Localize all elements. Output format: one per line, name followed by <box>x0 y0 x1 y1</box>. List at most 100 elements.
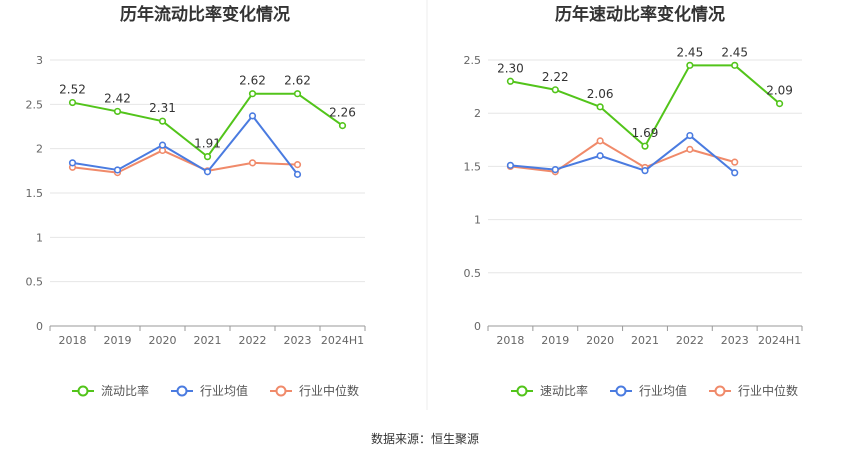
legend-swatch-marker <box>615 385 627 397</box>
legend-swatch-marker <box>516 385 528 397</box>
data-point-current <box>775 100 784 108</box>
data-label: 2.06 <box>587 87 614 101</box>
y-tick-label: 3 <box>36 54 43 67</box>
data-point-median <box>248 159 257 167</box>
data-label: 1.69 <box>632 126 659 140</box>
current-ratio-chart: 历年流动比率变化情况 0 0.5 1 1.5 2 2.5 3 2018 2019 2020 2021 2… <box>26 4 366 398</box>
x-tick-label: 2023 <box>721 334 749 347</box>
x-tick-label: 2021 <box>194 334 222 347</box>
legend-label: 速动比率 <box>540 383 588 398</box>
data-point-current <box>686 61 694 69</box>
y-tick-label: 2 <box>36 143 43 156</box>
data-label: 2.26 <box>329 106 356 120</box>
legend-item-avg: 行业均值 <box>610 383 687 398</box>
legend-item-avg: 行业均值 <box>171 383 248 398</box>
x-tick-label: 2019 <box>104 334 132 347</box>
legend-swatch-marker <box>176 385 188 397</box>
series-line-avg <box>510 134 736 174</box>
data-point-current <box>293 90 302 98</box>
legend-label: 行业中位数 <box>299 383 359 398</box>
data-label: 2.31 <box>149 101 176 115</box>
data-label: 2.42 <box>104 91 131 105</box>
data-label: 2.62 <box>239 74 266 88</box>
x-tick-label: 2020 <box>149 334 177 347</box>
data-source: 数据来源：恒生聚源 <box>371 431 479 446</box>
data-point-avg <box>551 165 559 174</box>
y-tick-label: 2.5 <box>464 54 482 67</box>
legend-item-median: 行业中位数 <box>709 383 798 398</box>
data-point-current <box>113 107 122 116</box>
x-tick-label: 2018 <box>496 334 524 347</box>
x-tick-label: 2023 <box>284 334 312 347</box>
x-tick-label: 2024H1 <box>321 334 364 347</box>
chart-title: 历年速动比率变化情况 <box>555 4 725 25</box>
chart-title: 历年流动比率变化情况 <box>120 4 290 25</box>
data-point-avg <box>113 166 122 174</box>
data-point-avg <box>686 131 694 140</box>
legend-label: 行业中位数 <box>738 383 798 398</box>
y-tick-label: 0 <box>36 320 43 333</box>
data-label: 2.22 <box>542 70 569 84</box>
data-point-avg <box>596 152 604 160</box>
y-tick-label: 1.5 <box>464 160 482 173</box>
legend-item-median: 行业中位数 <box>270 383 359 398</box>
series-line-median <box>510 139 735 173</box>
data-label: 2.30 <box>497 61 524 75</box>
data-point-current <box>248 90 257 98</box>
x-tick-label: 2022 <box>676 334 704 347</box>
data-point-current <box>506 77 515 85</box>
quick-ratio-chart: 历年速动比率变化情况 0 0.5 1 1.5 2 2.5 2018 2019 2020 2021 20… <box>464 4 803 398</box>
legend-swatch-marker <box>714 385 726 397</box>
y-tick-label: 1 <box>36 231 43 244</box>
data-point-current <box>158 117 167 125</box>
legend-item-current: 速动比率 <box>511 383 588 398</box>
legend-label: 行业均值 <box>639 383 687 398</box>
y-tick-label: 0.5 <box>464 267 482 280</box>
x-tick-label: 2024H1 <box>758 334 801 347</box>
data-label: 2.09 <box>766 84 793 98</box>
x-tick-label: 2020 <box>586 334 614 347</box>
data-point-median <box>293 161 302 169</box>
y-tick-label: 2 <box>474 107 481 120</box>
data-point-avg <box>68 159 77 167</box>
data-label: 2.62 <box>284 74 311 88</box>
y-tick-label: 1.5 <box>26 187 44 200</box>
legend-label: 行业均值 <box>200 383 248 398</box>
legend-label: 流动比率 <box>101 383 149 398</box>
data-point-current <box>596 103 604 111</box>
y-tick-label: 0.5 <box>26 276 44 289</box>
data-point-avg <box>293 170 302 178</box>
data-point-avg <box>641 167 649 175</box>
series-line-avg <box>72 114 299 175</box>
data-point-current <box>203 153 212 161</box>
y-tick-label: 2.5 <box>26 98 44 111</box>
data-point-avg <box>158 141 167 149</box>
data-point-avg <box>203 168 212 176</box>
x-tick-label: 2021 <box>631 334 659 347</box>
data-point-current <box>68 98 77 107</box>
data-point-current <box>731 61 739 69</box>
y-tick-label: 0 <box>474 320 481 333</box>
y-tick-label: 1 <box>474 214 481 227</box>
legend-swatch-marker <box>275 385 287 397</box>
data-point-median <box>731 158 739 166</box>
data-point-avg <box>731 169 739 177</box>
data-point-avg <box>506 161 515 169</box>
data-point-median <box>596 137 604 145</box>
legend-item-current: 流动比率 <box>72 383 149 398</box>
data-label: 2.45 <box>676 45 703 59</box>
x-tick-label: 2022 <box>239 334 267 347</box>
data-point-current <box>338 122 347 130</box>
data-point-avg <box>248 112 257 120</box>
data-label: 2.52 <box>59 83 86 97</box>
data-point-current <box>641 142 649 150</box>
series-line-median <box>72 149 298 174</box>
data-point-current <box>551 86 559 94</box>
data-point-median <box>686 145 694 153</box>
legend-swatch-marker <box>77 385 89 397</box>
data-label: 2.45 <box>721 45 748 59</box>
data-label: 1.91 <box>194 137 221 151</box>
x-tick-label: 2018 <box>59 334 87 347</box>
x-tick-label: 2019 <box>541 334 569 347</box>
